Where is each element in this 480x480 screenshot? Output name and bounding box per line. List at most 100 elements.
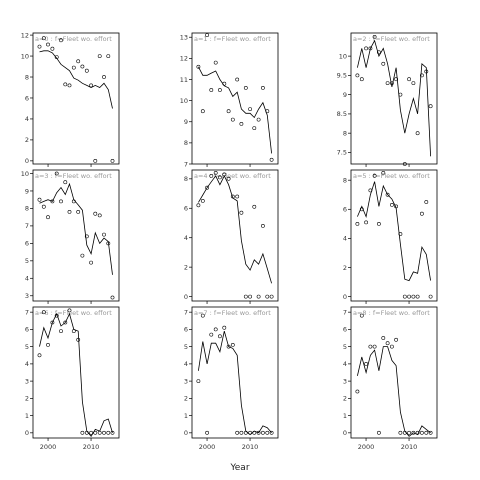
observed-point (217, 88, 222, 92)
panel-title: a=7 : f=Fleet wo. effort (194, 309, 271, 317)
observed-point (106, 430, 111, 435)
y-tick-label: 6 (25, 326, 29, 334)
observed-point (110, 158, 115, 163)
panel-0: a=0 : f=Fleet wo. effort 0 2 4 6 8 10 12 (21, 31, 120, 167)
y-tick-label: 7 (25, 308, 29, 316)
y-tick-label: 1 (25, 412, 29, 420)
observed-point (364, 220, 369, 225)
y-tick-label: 7 (343, 308, 347, 316)
fitted-line (198, 330, 272, 436)
observed-point (385, 81, 390, 86)
observed-point (355, 389, 360, 394)
y-tick-label: 0 (184, 293, 188, 301)
observed-point (256, 294, 261, 299)
observed-point (59, 199, 63, 204)
observed-point (381, 170, 386, 175)
observed-point (411, 294, 416, 299)
observed-point (102, 232, 106, 237)
observed-point (93, 211, 98, 216)
y-tick-label: 8 (25, 73, 29, 81)
observed-point (63, 82, 68, 87)
observed-point (407, 77, 412, 82)
y-tick-label: 7 (25, 222, 29, 230)
observed-point (376, 50, 381, 55)
observed-point (37, 44, 42, 49)
panel-1: a=3 : f=Fleet wo. effort 3 4 5 6 7 8 9 10 (21, 169, 120, 304)
observed-point (205, 185, 210, 190)
fitted-line (357, 346, 431, 437)
x-tick-label: 2010 (83, 443, 100, 451)
observed-point (415, 430, 420, 435)
y-tick-label: 0 (184, 429, 188, 437)
y-tick-label: 13 (180, 34, 188, 42)
observed-point (222, 172, 227, 177)
panel-frame (350, 169, 438, 302)
observed-point (46, 342, 50, 347)
observed-point (102, 75, 106, 79)
observed-point (260, 86, 265, 90)
observed-point (71, 65, 76, 70)
y-tick-label: 9 (25, 187, 29, 195)
observed-point (265, 109, 270, 114)
observed-point (424, 69, 429, 74)
observed-point (419, 73, 424, 78)
observed-point (50, 46, 55, 51)
observed-point (84, 68, 89, 73)
fitted-line (357, 39, 431, 157)
observed-point (372, 173, 377, 178)
observed-point (424, 200, 429, 204)
x-tick-label: 2000 (40, 443, 57, 451)
observed-point (63, 180, 68, 185)
observed-point (376, 430, 381, 435)
observed-point (265, 294, 270, 299)
observed-point (67, 83, 72, 88)
panel-frame (32, 32, 120, 165)
observed-point (196, 379, 201, 384)
observed-point (381, 336, 386, 340)
y-tick-label: 5 (25, 257, 29, 265)
observed-point (415, 294, 420, 299)
panel-3: a=1 : f=Fleet wo. effort 7 8 9 10 11 12 13 (180, 32, 279, 168)
observed-point (402, 430, 407, 435)
observed-point (209, 88, 214, 92)
y-tick-label: 0 (25, 157, 29, 165)
observed-point (76, 337, 81, 342)
observed-point (235, 77, 240, 82)
observed-point (67, 209, 72, 214)
observed-point (424, 430, 429, 435)
observed-point (372, 35, 377, 39)
observed-point (102, 430, 106, 435)
observed-point (89, 260, 94, 265)
observed-point (243, 86, 248, 90)
observed-point (235, 194, 240, 199)
observed-point (389, 81, 394, 86)
x-axis-label: Year (229, 463, 249, 473)
panel-title: a=1 : f=Fleet wo. effort (194, 35, 271, 43)
observed-point (213, 327, 218, 332)
panel-frame (191, 169, 279, 302)
y-tick-label: 12 (180, 55, 188, 63)
observed-point (209, 173, 214, 178)
y-tick-label: 0 (343, 293, 347, 301)
observed-point (226, 344, 231, 349)
observed-point (84, 430, 89, 435)
y-tick-label: 9 (184, 118, 188, 126)
observed-point (110, 430, 115, 435)
observed-point (80, 64, 85, 69)
panel-7: a=5 : f=Fleet wo. effort 0 2 4 6 8 (343, 169, 438, 304)
fitted-line (198, 174, 272, 284)
observed-point (213, 170, 218, 175)
observed-point (256, 430, 261, 435)
y-tick-label: 4 (184, 234, 188, 242)
y-tick-label: 6 (184, 205, 188, 213)
observed-point (110, 295, 115, 300)
observed-point (248, 430, 253, 435)
y-tick-label: 2 (25, 395, 29, 403)
y-tick-label: 4 (343, 360, 347, 368)
panel-title: a=5 : f=Fleet wo. effort (353, 172, 430, 180)
observed-point (411, 81, 416, 86)
y-tick-label: 7.5 (337, 149, 347, 157)
observed-point (407, 294, 412, 299)
observed-point (59, 38, 63, 43)
